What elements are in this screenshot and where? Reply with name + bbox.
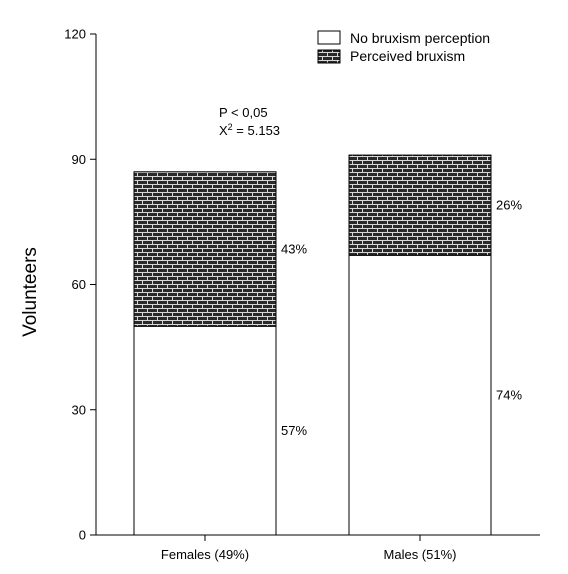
chi-square-symbol: X <box>219 123 228 138</box>
legend-swatch-no-bruxism <box>317 30 341 45</box>
y-axis-title: Volunteers <box>20 247 41 337</box>
y-tick-label: 30 <box>72 402 86 417</box>
data-label-perceived-bruxism-females-49: 43% <box>281 242 307 257</box>
bar-no-bruxism-perception-females-49 <box>133 325 277 536</box>
annotation: P < 0,05 X2 = 5.153 <box>219 105 280 138</box>
legend-label-no-bruxism: No bruxism perception <box>350 30 490 46</box>
y-tick-label: 0 <box>79 528 86 543</box>
legend: No bruxism perception Perceived bruxism <box>317 30 490 64</box>
data-label-no-bruxism-perception-females-49: 57% <box>281 423 307 438</box>
x-tick-label: Females (49%) <box>161 547 249 562</box>
x-ticks-layer: Females (49%) Males (51%) <box>161 535 457 562</box>
y-ticks-layer: 0 30 60 90 120 <box>64 27 96 543</box>
y-tick-label: 120 <box>64 27 86 42</box>
chi-square-text: X2 = 5.153 <box>219 122 280 138</box>
x-tick-label: Males (51%) <box>384 547 457 562</box>
chi-square-superscript: 2 <box>228 122 233 132</box>
y-tick-label: 90 <box>72 152 86 167</box>
data-label-perceived-bruxism-males-51: 26% <box>496 198 522 213</box>
chi-square-value: = 5.153 <box>233 123 280 138</box>
bar-perceived-bruxism-males-51 <box>348 154 492 256</box>
legend-label-perceived-bruxism: Perceived bruxism <box>350 48 465 64</box>
legend-swatch-perceived-bruxism <box>317 49 341 64</box>
data-label-no-bruxism-perception-males-51: 74% <box>496 388 522 403</box>
bars-layer <box>133 154 492 536</box>
y-tick-label: 60 <box>72 277 86 292</box>
bar-no-bruxism-perception-males-51 <box>348 254 492 536</box>
p-value-text: P < 0,05 <box>219 105 268 120</box>
data-labels-layer: 57% 43% 74% 26% <box>281 198 522 438</box>
bar-perceived-bruxism-females-49 <box>133 171 277 327</box>
